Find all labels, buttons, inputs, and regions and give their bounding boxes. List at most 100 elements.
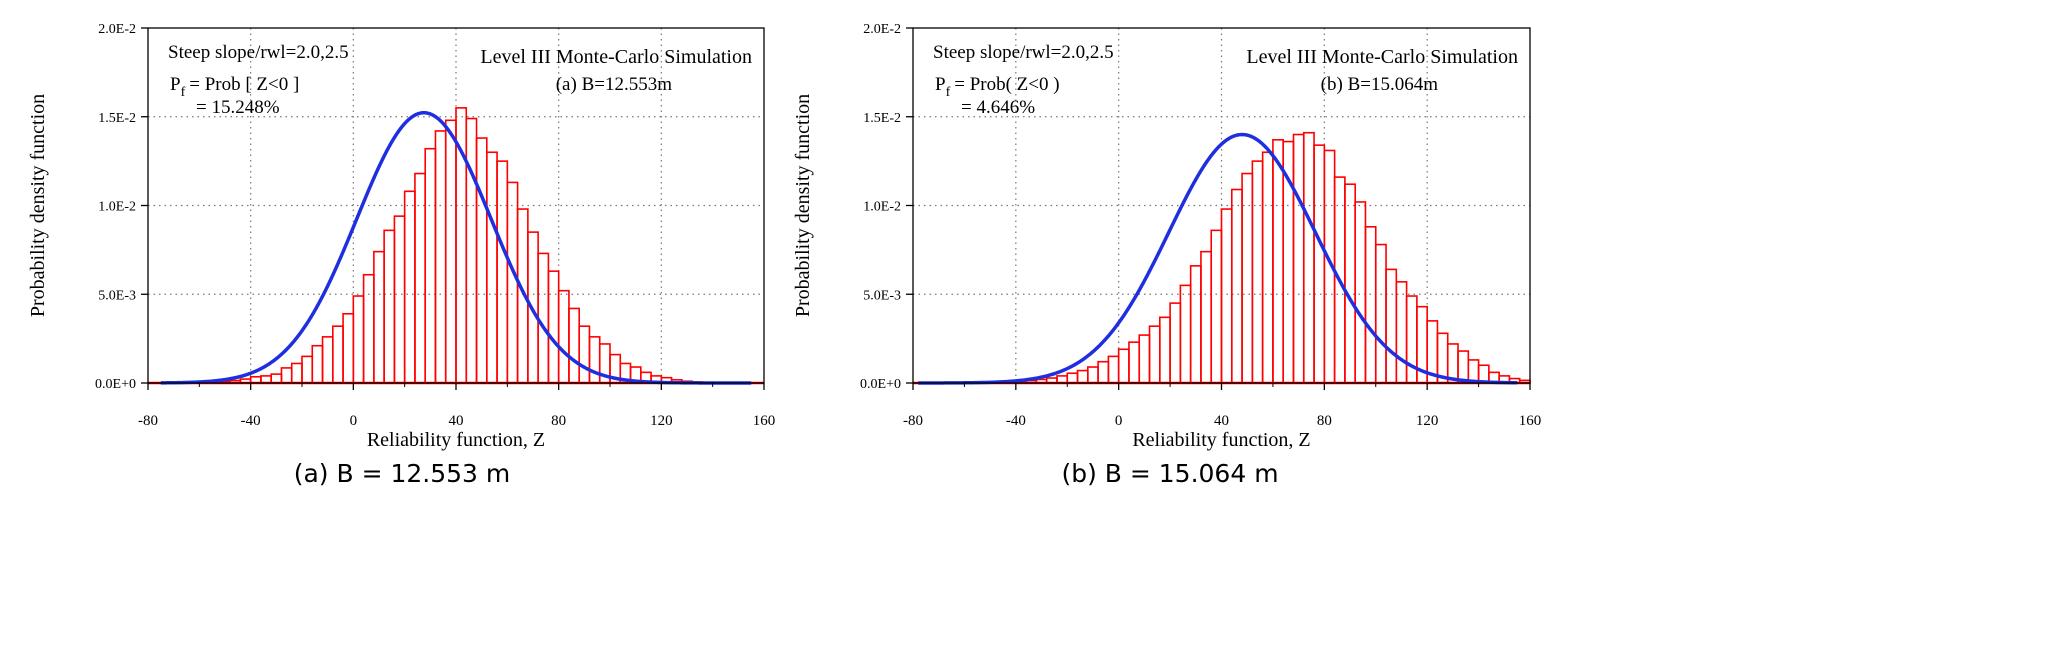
x-tick-label: -80	[903, 413, 923, 429]
x-tick-label: 120	[1416, 413, 1439, 429]
conditions-label: Steep slope/rwl=2.0,2.5	[933, 42, 1114, 63]
histogram-bar	[364, 275, 374, 383]
histogram-bar	[569, 308, 579, 383]
y-axis-label: Probability density function	[27, 94, 49, 317]
y-tick-label: 0.0E+0	[860, 377, 901, 392]
histogram-bar	[1129, 342, 1139, 383]
histogram-bar	[1355, 202, 1365, 383]
y-tick-label: 5.0E-3	[98, 288, 136, 303]
histogram-bar	[1139, 335, 1149, 383]
pf-value: = 4.646%	[961, 97, 1035, 118]
histogram-bar	[1345, 184, 1355, 383]
histogram-bar	[487, 152, 497, 383]
histogram-bar	[548, 271, 558, 383]
y-tick-label: 0.0E+0	[95, 377, 136, 392]
x-tick-label: 0	[1115, 413, 1123, 429]
histogram-bar	[497, 161, 507, 383]
case-label: (a) B=12.553m	[556, 74, 672, 95]
histogram-bar	[466, 119, 476, 383]
histogram-bar	[1396, 282, 1406, 383]
histogram-bar	[353, 296, 363, 383]
x-tick-label: 40	[1214, 413, 1229, 429]
chart-panel-b: -80 -40 0 40 80 120 160 0.0E+0 5.0E-3 1.0E-2 1.5E-…	[792, 22, 1541, 488]
pf-symbol: P	[935, 74, 946, 95]
histogram-bar	[446, 120, 456, 383]
histogram-bar	[1180, 285, 1190, 383]
histogram-bar	[1386, 269, 1396, 383]
pf-subscript: f	[946, 85, 951, 100]
histogram-bar	[384, 230, 394, 383]
histogram-bar	[281, 368, 291, 383]
x-axis-label: Reliability function, Z	[1132, 429, 1310, 451]
histogram-bar	[1293, 135, 1303, 384]
pf-symbol: P	[170, 74, 181, 95]
x-tick-label: 160	[753, 413, 776, 429]
pf-equation: = Prob [ Z<0 ]	[189, 74, 299, 95]
x-tick-label: 120	[650, 413, 673, 429]
histogram-bar	[477, 138, 487, 383]
x-axis-label: Reliability function, Z	[367, 429, 545, 451]
method-label: Level III Monte-Carlo Simulation	[1246, 46, 1518, 68]
x-tick-label: -40	[241, 413, 261, 429]
histogram-bar	[1365, 227, 1375, 383]
histogram-bar	[292, 363, 302, 383]
y-tick-label: 5.0E-3	[863, 288, 901, 303]
histogram-bar	[507, 182, 517, 383]
x-tick-label: 80	[551, 413, 566, 429]
histogram-bar	[1376, 245, 1386, 383]
pf-value: = 15.248%	[196, 97, 280, 118]
histogram-bar	[1170, 303, 1180, 383]
histogram-bar	[405, 191, 415, 383]
x-tick-label: 160	[1519, 413, 1542, 429]
histogram-bar	[1191, 266, 1201, 383]
histogram-bar	[1407, 296, 1417, 383]
y-tick-label: 1.0E-2	[98, 200, 136, 215]
histogram-bar	[559, 291, 569, 383]
histogram-bar	[1098, 362, 1108, 383]
histogram-bar	[302, 356, 312, 383]
case-label: (b) B=15.064m	[1321, 74, 1439, 95]
histogram-bar	[1088, 367, 1098, 383]
x-tick-label: 0	[350, 413, 358, 429]
y-tick-label: 1.0E-2	[863, 200, 901, 215]
histogram-bar	[1067, 373, 1077, 383]
x-tick-label: 40	[449, 413, 464, 429]
subplot-caption: (b) B = 15.064 m	[1061, 459, 1278, 488]
histogram-bar	[425, 149, 435, 383]
histogram-bar	[394, 216, 404, 383]
conditions-label: Steep slope/rwl=2.0,2.5	[168, 42, 349, 63]
y-axis-label: Probability density function	[792, 94, 814, 317]
histogram-bar	[1160, 317, 1170, 383]
histogram-bar	[1263, 152, 1273, 383]
y-tick-label: 2.0E-2	[863, 22, 901, 37]
pf-subscript: f	[181, 85, 186, 100]
histogram-bar	[1304, 133, 1314, 383]
histogram-bar	[1211, 230, 1221, 383]
histogram-bar	[1314, 145, 1324, 383]
histogram-bar	[1108, 356, 1118, 383]
histogram-bar	[374, 252, 384, 383]
histogram-bar	[538, 253, 548, 383]
histogram-bar	[1252, 161, 1262, 383]
histogram-bar	[1119, 349, 1129, 383]
histogram-bar	[333, 326, 343, 383]
pf-equation: = Prob( Z<0 )	[954, 74, 1059, 95]
histogram-bar	[1232, 190, 1242, 383]
x-tick-label: -80	[138, 413, 158, 429]
histogram-bar	[323, 337, 333, 383]
histogram-bar	[1458, 351, 1468, 383]
histogram-bar	[343, 314, 353, 383]
subplot-caption: (a) B = 12.553 m	[294, 459, 511, 488]
y-tick-label: 1.5E-2	[863, 111, 901, 126]
method-label: Level III Monte-Carlo Simulation	[480, 46, 752, 68]
histogram-bar	[589, 337, 599, 383]
histogram-bar	[435, 131, 445, 383]
x-tick-label: -40	[1006, 413, 1026, 429]
x-tick-label: 80	[1317, 413, 1332, 429]
histogram-bar	[312, 346, 322, 383]
histogram-bar	[1078, 371, 1088, 383]
histogram-bar	[1150, 326, 1160, 383]
histogram-bar	[1273, 140, 1283, 383]
